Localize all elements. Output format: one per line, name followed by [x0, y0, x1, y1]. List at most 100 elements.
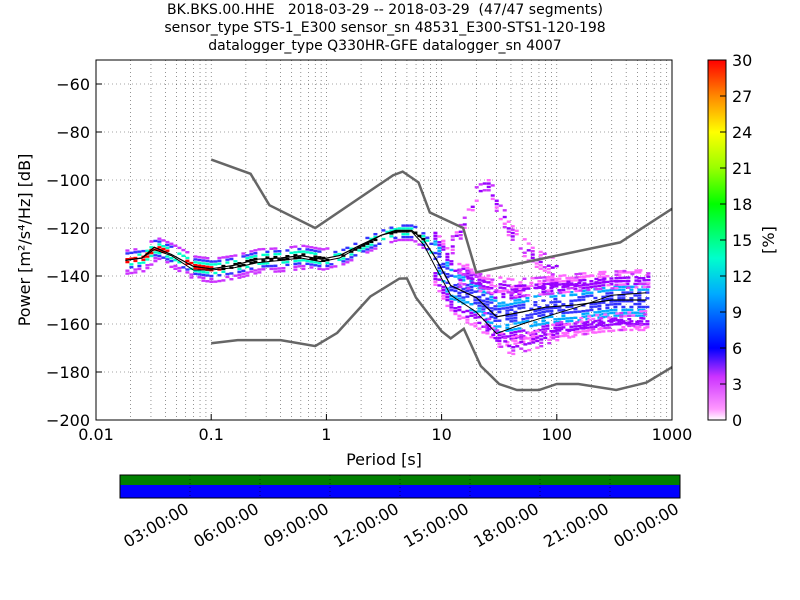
histogram-cell [125, 249, 130, 252]
histogram-cell [537, 314, 542, 318]
histogram-cell [458, 282, 463, 285]
histogram-cell [497, 310, 502, 314]
histogram-cell [602, 270, 607, 274]
histogram-cell [185, 256, 190, 260]
histogram-cell [505, 335, 510, 338]
histogram-cell [541, 325, 546, 328]
histogram-cell [526, 249, 531, 252]
histogram-cell [594, 277, 599, 281]
histogram-cell [555, 322, 560, 325]
histogram-cell [445, 267, 450, 270]
histogram-cell [522, 254, 527, 258]
histogram-cell [581, 324, 586, 327]
histogram-cell [389, 229, 394, 232]
histogram-cell [474, 199, 479, 202]
histogram-cell [237, 273, 242, 276]
histogram-cell [554, 281, 559, 285]
histogram-cell [490, 278, 495, 281]
histogram-cell [566, 283, 571, 287]
time-tick-label: 18:00:00 [470, 499, 542, 551]
histogram-cell [453, 307, 458, 310]
histogram-cell [545, 315, 550, 319]
histogram-cell [433, 234, 438, 237]
histogram-cell [241, 272, 246, 275]
histogram-cell [197, 276, 202, 279]
histogram-cell [494, 289, 499, 292]
histogram-cell [353, 242, 358, 246]
histogram-cell [125, 258, 130, 261]
histogram-cell [421, 240, 426, 244]
histogram-cell [581, 289, 586, 293]
histogram-cell [525, 299, 530, 303]
histogram-cell [502, 283, 507, 287]
histogram-cell [574, 276, 579, 279]
histogram-cell [486, 287, 491, 291]
histogram-cell [589, 282, 594, 286]
histogram-cell [273, 270, 278, 273]
histogram-cell [622, 283, 627, 286]
histogram-cell [557, 280, 562, 283]
histogram-cell [457, 277, 462, 280]
histogram-cell [581, 284, 586, 287]
histogram-cell [293, 265, 298, 268]
histogram-cell [493, 290, 498, 294]
histogram-cell [498, 286, 503, 289]
histogram-cell [449, 263, 454, 266]
histogram-cell [583, 326, 588, 329]
histogram-cell [565, 282, 570, 286]
histogram-cell [503, 340, 508, 343]
histogram-cell [579, 320, 584, 323]
histogram-cell [313, 258, 318, 261]
histogram-cell [389, 235, 394, 238]
histogram-cell [509, 320, 514, 323]
histogram-cell [506, 233, 511, 237]
histogram-cell [465, 289, 470, 293]
histogram-cell [177, 261, 182, 264]
histogram-cell [543, 336, 548, 340]
histogram-cell [627, 324, 632, 328]
histogram-cell [601, 298, 606, 301]
histogram-cell [599, 323, 604, 327]
histogram-cell [486, 179, 491, 182]
histogram-cell [585, 320, 590, 324]
histogram-cell [546, 271, 551, 274]
histogram-cell [605, 274, 610, 278]
histogram-cell [217, 262, 222, 265]
histogram-cell [643, 309, 648, 313]
histogram-cell [197, 258, 202, 262]
histogram-cell [373, 244, 378, 247]
histogram-cell [549, 280, 554, 284]
histogram-cell [535, 336, 540, 339]
histogram-cell [365, 248, 370, 251]
histogram-cell [245, 274, 250, 277]
histogram-cell [477, 301, 482, 304]
histogram-cell [606, 283, 611, 287]
histogram-cell [513, 330, 518, 334]
histogram-cell [433, 272, 438, 275]
histogram-cell [513, 319, 518, 322]
histogram-cell [437, 246, 442, 250]
histogram-cell [585, 312, 590, 315]
histogram-cell [458, 272, 463, 275]
histogram-cell [589, 280, 594, 283]
histogram-cell [538, 293, 543, 296]
histogram-cell [550, 275, 555, 278]
histogram-cell [601, 321, 606, 324]
histogram-cell [321, 248, 326, 251]
histogram-cell [533, 303, 538, 307]
histogram-cell [269, 259, 274, 262]
histogram-cell [605, 292, 610, 295]
histogram-cell [293, 268, 298, 271]
histogram-cell [635, 327, 640, 330]
histogram-cell [621, 297, 626, 300]
histogram-cell [445, 293, 450, 296]
histogram-cell [621, 288, 626, 291]
histogram-cell [577, 298, 582, 302]
histogram-cell [441, 239, 446, 243]
histogram-cell [521, 320, 526, 324]
histogram-cell [241, 255, 246, 258]
histogram-cell [309, 246, 314, 249]
histogram-cell [486, 185, 491, 189]
histogram-cell [517, 304, 522, 307]
histogram-cell [634, 276, 639, 279]
